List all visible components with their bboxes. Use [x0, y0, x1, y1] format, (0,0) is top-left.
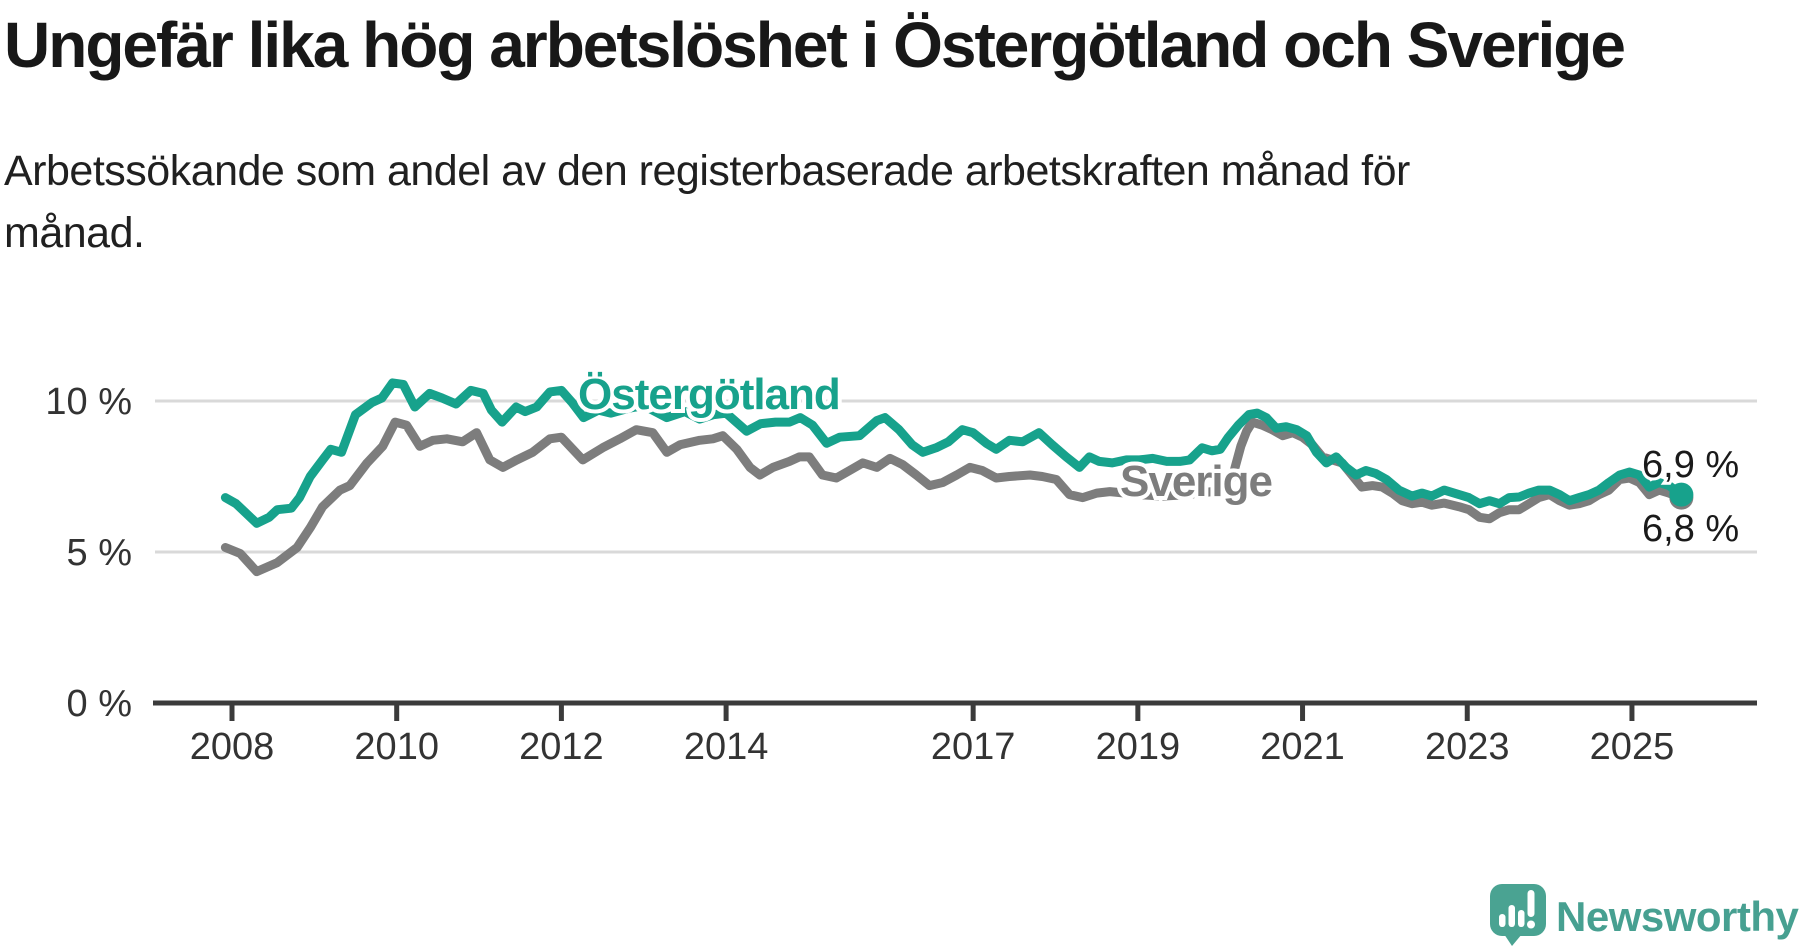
- logo-bubble-tail: [1504, 934, 1522, 946]
- x-tick-label-2014: 2014: [684, 726, 769, 768]
- logo-bubble-shape: [1490, 884, 1546, 936]
- x-tick-label-2019: 2019: [1096, 726, 1181, 768]
- page-title: Ungefär lika hög arbetslöshet i Östergöt…: [4, 9, 1626, 81]
- logo-bar-chart-glyph: [1499, 890, 1535, 929]
- subtitle-line-1: Arbetssökande som andel av den registerb…: [4, 147, 1410, 195]
- x-tick-label-2010: 2010: [354, 726, 439, 768]
- chart-subtitle: Arbetssökande som andel av den registerb…: [4, 140, 1410, 264]
- x-tick-label-2021: 2021: [1260, 726, 1345, 768]
- series-label-sverige: Sverige: [1120, 457, 1272, 506]
- x-tick-label-2025: 2025: [1590, 726, 1675, 768]
- newsworthy-wordmark: Newsworthy: [1556, 893, 1799, 940]
- end-value-label-östergötland: 6,9 %: [1642, 444, 1739, 486]
- y-tick-label-5: 5 %: [67, 532, 132, 574]
- series-line-östergötland: [220, 378, 1686, 528]
- newsworthy-speech-bubble-bar-chart-icon: [1490, 884, 1546, 946]
- x-tick-label-2017: 2017: [931, 726, 1016, 768]
- series-line-sverige: [220, 417, 1686, 577]
- series-label-östergötland: Östergötland: [578, 370, 840, 419]
- x-tick-label-2008: 2008: [190, 726, 275, 768]
- y-tick-label-0: 0 %: [67, 683, 132, 725]
- x-tick-label-2012: 2012: [519, 726, 604, 768]
- series-end-dot-östergötland: [1669, 482, 1694, 507]
- subtitle-line-2: månad.: [4, 209, 145, 257]
- x-tick-label-2023: 2023: [1425, 726, 1510, 768]
- newsworthy-logo: Newsworthy: [1490, 884, 1799, 946]
- end-value-label-sverige: 6,8 %: [1642, 508, 1739, 550]
- y-tick-label-10: 10 %: [45, 381, 132, 423]
